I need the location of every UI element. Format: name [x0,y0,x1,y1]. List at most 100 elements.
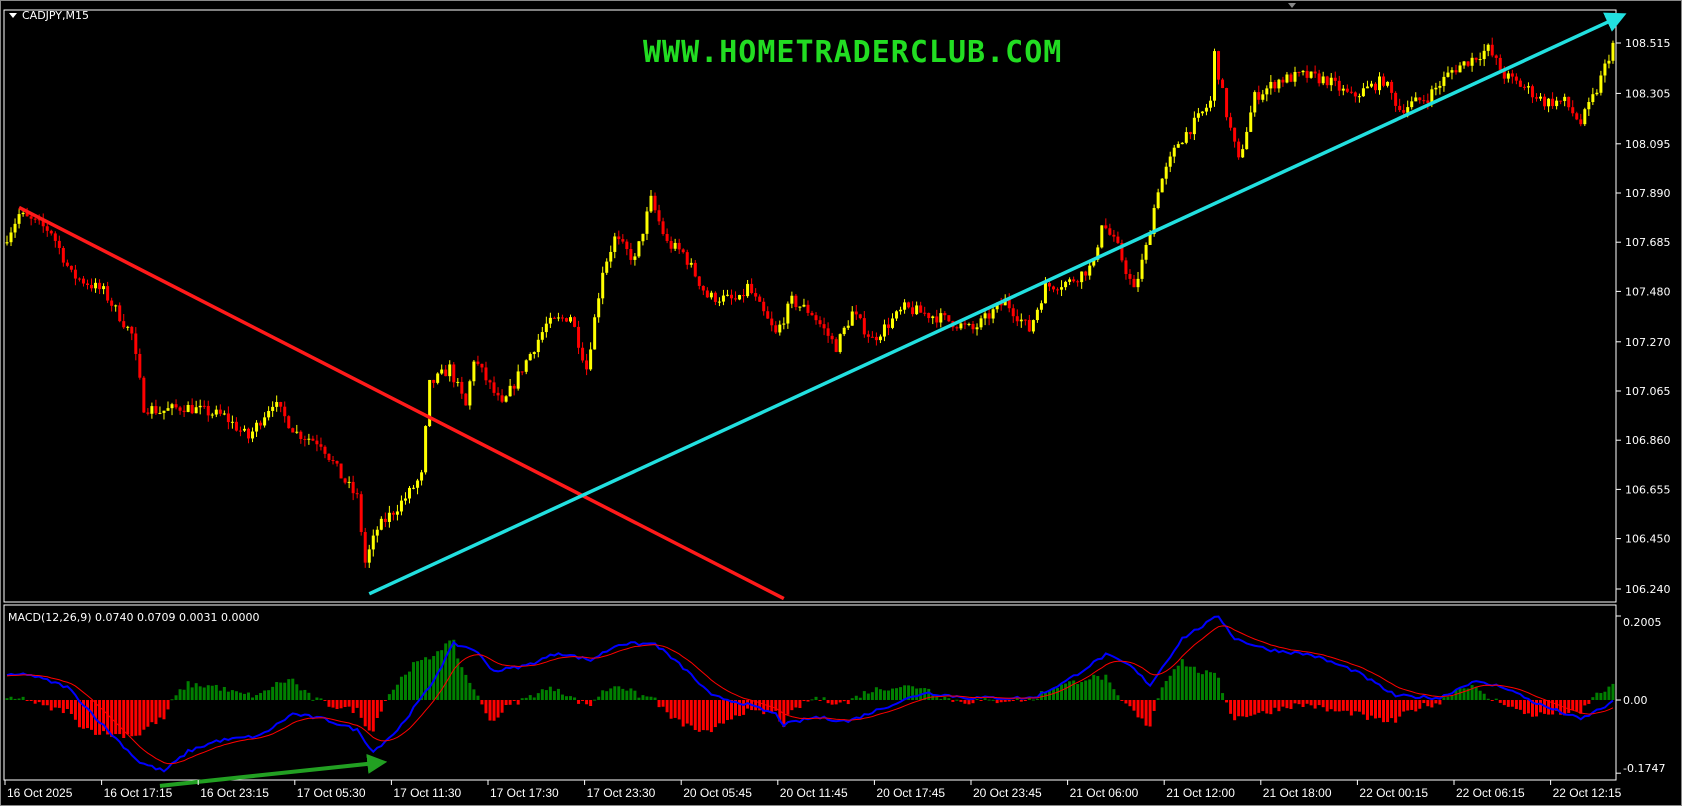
macd-histogram-bar [943,696,947,700]
macd-histogram-bar [1120,700,1124,701]
macd-histogram-bar [907,685,911,700]
symbol-label: CADJPY,M15 [22,9,89,22]
candle-body [947,315,951,322]
macd-histogram-bar [850,698,854,700]
candle-body [118,305,122,322]
symbol-dropdown-icon[interactable] [9,13,17,18]
macd-histogram-bar [13,698,17,700]
macd-histogram-bar [1064,683,1068,700]
macd-histogram-bar [1273,700,1277,708]
macd-histogram-bar [1072,680,1076,700]
macd-histogram-bar [383,700,387,701]
candle-body [315,440,319,445]
macd-histogram-bar [1188,666,1192,700]
macd-histogram-bar [1084,680,1088,700]
candle-body [1305,70,1309,78]
candle-body [1313,71,1317,74]
candle-body [1261,94,1265,100]
macd-histogram-bar [1152,700,1156,711]
macd-histogram-bar [834,700,838,705]
candle-body [959,323,963,329]
macd-histogram-bar [315,697,319,700]
macd-histogram-bar [987,699,991,701]
macd-histogram-bar [1204,670,1208,700]
macd-histogram-bar [267,690,271,700]
macd-histogram-bar [1337,700,1341,712]
macd-histogram-bar [613,686,617,700]
macd-histogram-bar [1583,700,1587,706]
macd-histogram-bar [29,700,33,701]
candle-body [1140,259,1144,279]
macd-histogram-bar [842,700,846,702]
macd-histogram-bar [57,700,61,708]
candle-body [593,317,597,350]
candle-body [955,327,959,329]
candle-body [1180,142,1184,145]
candle-body [943,313,947,316]
candle-body [701,285,705,291]
macd-histogram-bar [1124,700,1128,704]
macd-histogram-bar [194,683,198,700]
macd-histogram-bar [903,685,907,700]
macd-histogram-bar [408,671,411,700]
candle-body [126,326,130,328]
candle-body [585,360,589,370]
macd-histogram-bar [299,690,303,700]
time-tick-label: 16 Oct 17:15 [104,786,173,800]
candle-body [1559,100,1563,102]
macd-histogram-bar [802,700,806,701]
macd-histogram-bar [569,696,572,700]
candle-body [61,247,65,263]
macd-histogram-bar [532,697,536,700]
candle-body [544,323,548,333]
macd-histogram-bar [1293,700,1297,704]
candle-body [45,226,49,231]
candle-body [693,262,697,277]
scroll-marker-icon [1288,3,1296,8]
macd-histogram-bar [263,690,267,700]
macd-histogram-bar [734,700,738,716]
macd-histogram-bar [1402,700,1406,712]
macd-histogram-bar [1595,692,1599,700]
macd-histogram-bar [1559,700,1563,715]
macd-histogram-bar [1341,700,1345,711]
candle-body [1297,71,1301,73]
macd-histogram-bar [114,700,118,735]
macd-histogram-bar [983,698,987,700]
candle-body [122,321,126,328]
macd-histogram-bar [870,692,874,700]
candle-body [874,336,878,341]
macd-histogram-bar [1249,700,1253,716]
candle-body [1192,117,1196,135]
candle-body [327,453,331,460]
candle-body [866,334,870,337]
candle-body [1047,282,1051,287]
candle-body [577,326,581,348]
macd-histogram-bar [1398,700,1402,717]
macd-histogram-bar [1221,693,1225,700]
macd-histogram-bar [975,698,979,700]
candle-body [1583,109,1587,125]
macd-histogram-bar [416,661,420,700]
macd-signal-line [6,625,1614,765]
candle-body [428,379,432,427]
macd-histogram-bar [1510,700,1514,707]
macd-histogram-bar [1486,698,1490,700]
macd-histogram-bar [1434,700,1438,704]
macd-histogram-bar [1514,700,1518,709]
candle-body [734,298,738,300]
macd-histogram-bar [1430,700,1434,708]
macd-histogram-bar [1353,700,1357,712]
candle-body [1128,274,1132,279]
candle-body [573,317,577,327]
macd-histogram-bar [238,692,242,700]
macd-histogram-bar [17,698,21,700]
candle-body [1474,57,1478,60]
price-tick-label: 107.480 [1625,285,1671,298]
candle-body [1204,107,1208,112]
candle-body [311,438,315,441]
macd-histogram-bar [25,700,29,701]
candle-body [673,242,677,249]
candle-body [1502,69,1506,79]
